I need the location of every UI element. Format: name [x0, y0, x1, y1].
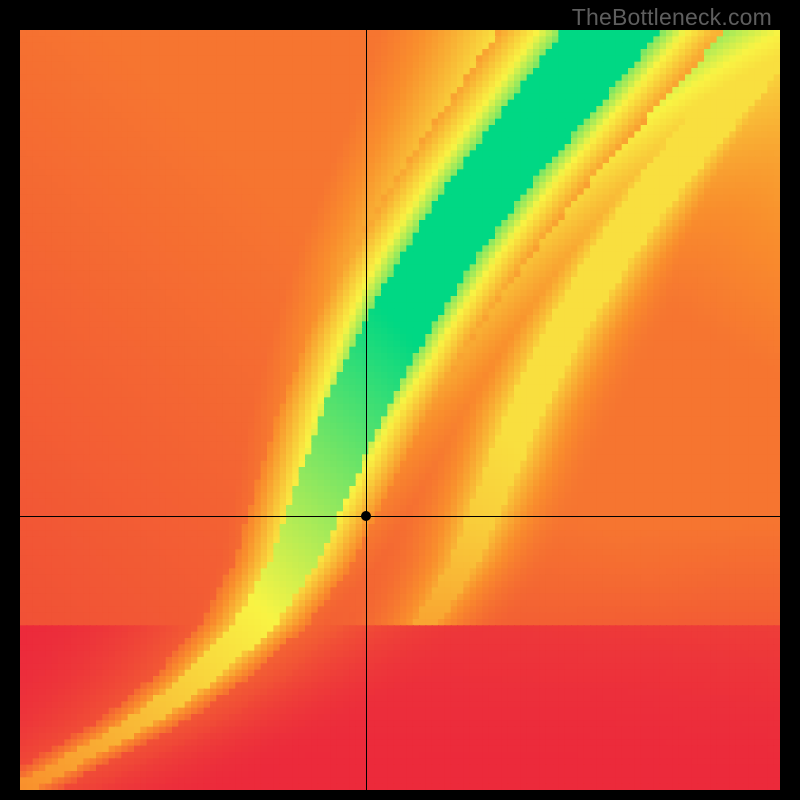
- watermark-text: TheBottleneck.com: [572, 4, 772, 31]
- heatmap-plot: [20, 30, 780, 790]
- heatmap-canvas: [20, 30, 780, 790]
- crosshair-vertical: [366, 30, 367, 790]
- marker-dot: [361, 511, 371, 521]
- crosshair-horizontal: [20, 516, 780, 517]
- chart-container: TheBottleneck.com: [0, 0, 800, 800]
